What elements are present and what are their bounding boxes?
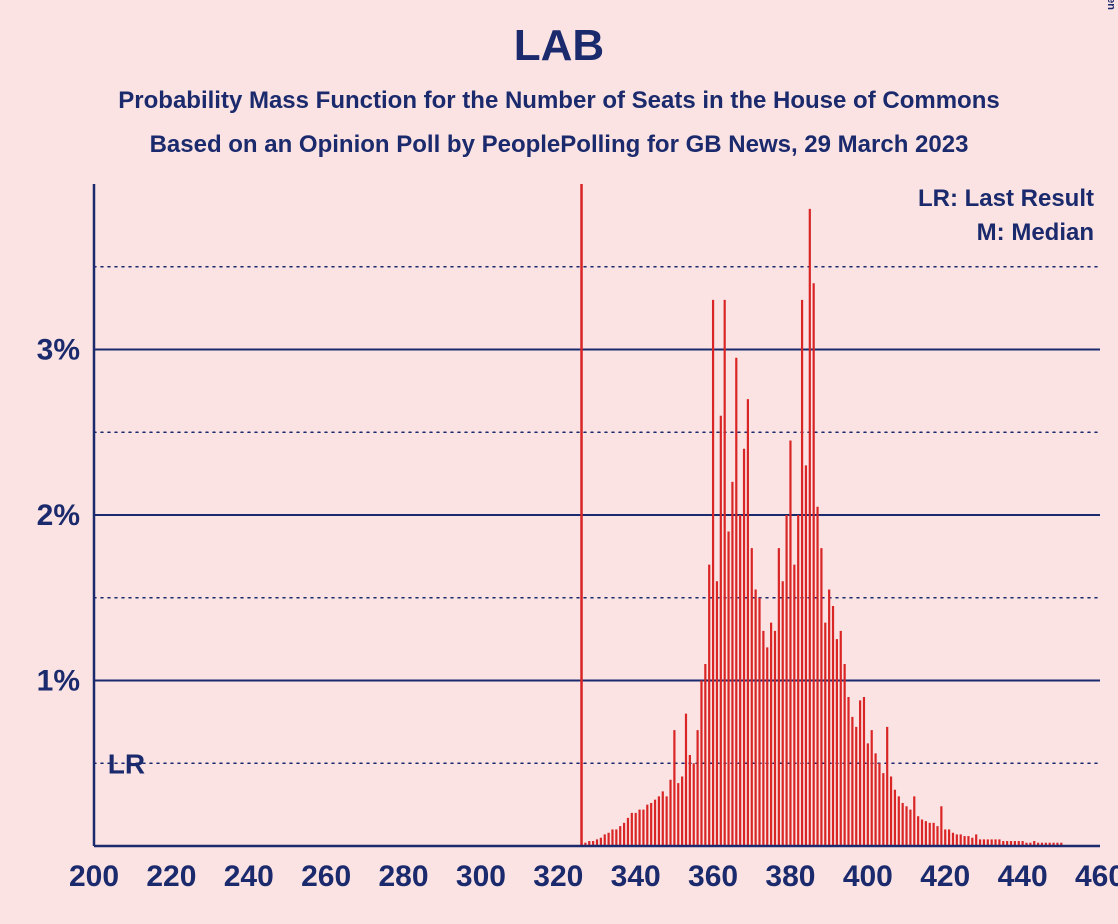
y-axis-label: 2% (37, 499, 80, 532)
x-axis-label: 320 (533, 860, 583, 893)
y-axis-label: 1% (37, 665, 80, 698)
chart-root: © 2023 Filip van Laenen LAB Probability Ma… (0, 0, 1118, 924)
x-axis-label: 220 (146, 860, 196, 893)
x-axis-label: 200 (69, 860, 119, 893)
copyright-text: © 2023 Filip van Laenen (1105, 0, 1117, 10)
x-axis-label: 260 (301, 860, 351, 893)
chart-svg: © 2023 Filip van Laenen LAB Probability Ma… (0, 0, 1118, 924)
x-axis-label: 440 (998, 860, 1048, 893)
x-axis-label: 380 (765, 860, 815, 893)
chart-title: LAB (514, 21, 604, 70)
y-axis-label: 3% (37, 334, 80, 367)
x-axis-label: 420 (920, 860, 970, 893)
legend-m: M: Median (977, 219, 1094, 246)
x-axis-label: 360 (688, 860, 738, 893)
x-axis-label: 460 (1075, 860, 1118, 893)
x-axis-label: 300 (456, 860, 506, 893)
x-axis-label: 240 (224, 860, 274, 893)
x-axis-label: 340 (611, 860, 661, 893)
chart-subtitle-1: Probability Mass Function for the Number… (118, 87, 999, 114)
x-axis-label: 280 (379, 860, 429, 893)
legend-lr: LR: Last Result (918, 185, 1094, 212)
x-axis-label: 400 (843, 860, 893, 893)
chart-subtitle-2: Based on an Opinion Poll by PeoplePollin… (150, 131, 969, 158)
lr-marker-label: LR (108, 748, 145, 779)
